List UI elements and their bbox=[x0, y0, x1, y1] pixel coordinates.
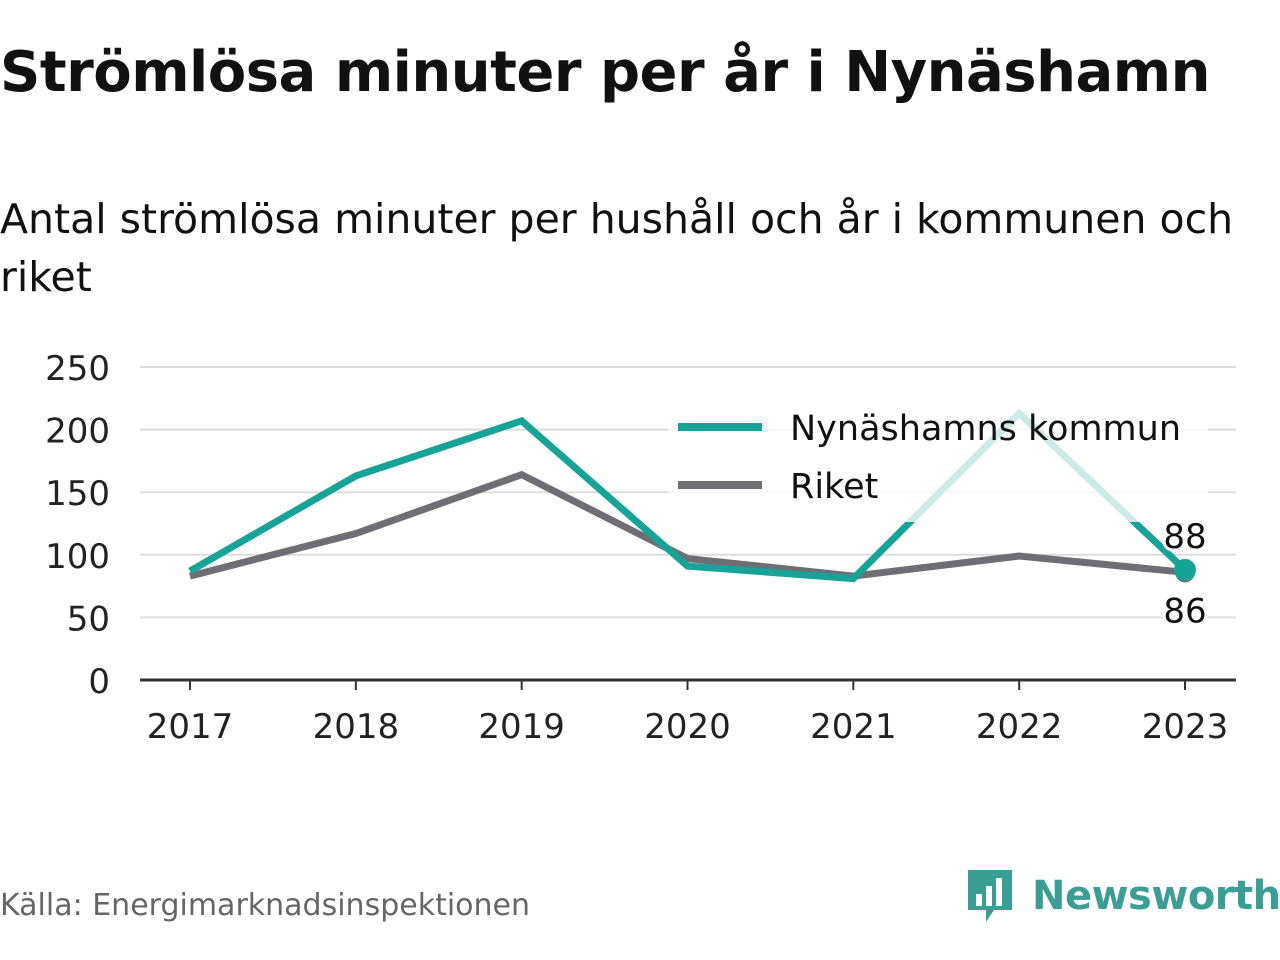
source-note: Källa: Energimarknadsinspektionen bbox=[0, 888, 531, 923]
y-tick-label-250: 250 bbox=[45, 349, 110, 389]
legend-background bbox=[668, 402, 1208, 522]
brand-logo: Newsworthy bbox=[964, 866, 1280, 926]
y-tick-label-200: 200 bbox=[45, 412, 110, 452]
end-point-kommun bbox=[1174, 558, 1196, 581]
x-tick-label-2018: 2018 bbox=[313, 707, 400, 747]
line-chart: 0 50 100 150 200 250 2017 2018 2019 2020 2021 2022 2… bbox=[45, 349, 1236, 747]
y-tick-label-0: 0 bbox=[88, 662, 110, 702]
x-tick-label-2020: 2020 bbox=[644, 707, 731, 747]
end-label-kommun: 88 bbox=[1163, 517, 1206, 557]
y-tick-label-100: 100 bbox=[45, 537, 110, 577]
end-label-riket: 86 bbox=[1163, 591, 1206, 631]
x-tick-label-2023: 2023 bbox=[1142, 707, 1229, 747]
newsworthy-logo-icon bbox=[968, 870, 1012, 922]
x-tick-label-2019: 2019 bbox=[478, 707, 565, 747]
legend-label-kommun: Nynäshamns kommun bbox=[790, 409, 1181, 449]
chart-subtitle: Antal strömlösa minuter per hushåll och … bbox=[0, 195, 1234, 301]
x-tick-label-2017: 2017 bbox=[147, 707, 234, 747]
legend-label-riket: Riket bbox=[790, 467, 878, 507]
x-tick-label-2022: 2022 bbox=[976, 707, 1063, 747]
y-tick-label-50: 50 bbox=[67, 599, 110, 639]
series-line-riket bbox=[189, 470, 1186, 580]
chart-title: Strömlösa minuter per år i Nynäshamn bbox=[0, 40, 1210, 105]
x-tick-label-2021: 2021 bbox=[810, 707, 897, 747]
y-tick-label-150: 150 bbox=[45, 474, 110, 514]
brand-name: Newsworthy bbox=[1032, 873, 1280, 919]
